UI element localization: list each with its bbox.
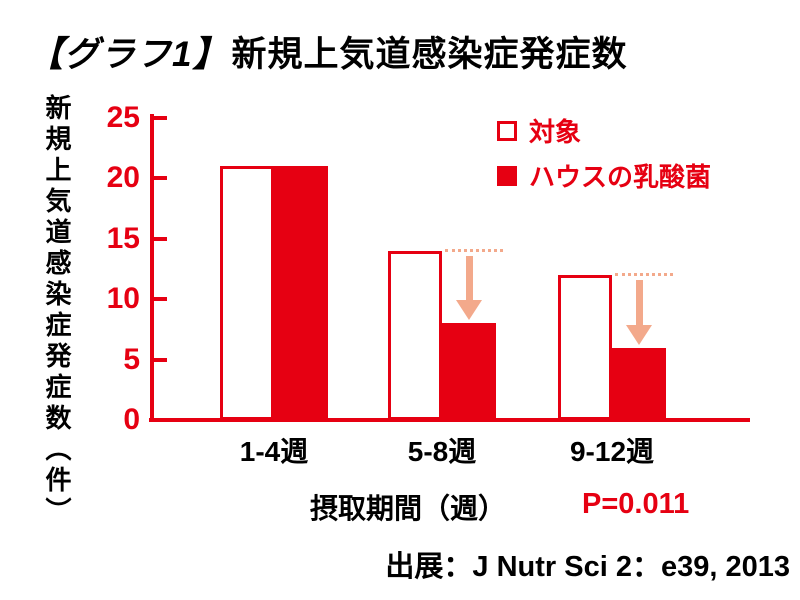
legend-label-control: 対象 [529, 117, 582, 147]
y-tick-label-20: 20 [106, 161, 140, 195]
decrease-arrow-shaft-1 [465, 255, 473, 301]
x-tick-label-1: 5-8週 [407, 436, 477, 467]
chart-title-main: 新規上気道感染症発症数 [231, 35, 628, 74]
y-axis-line [150, 114, 154, 422]
y-tick-20 [154, 176, 167, 181]
y-tick-5 [154, 357, 167, 362]
filled-square-swatch-icon [497, 165, 517, 186]
y-tick-label-5: 5 [123, 342, 140, 376]
y-tick-25 [154, 116, 167, 120]
bar-lactobacillus-0 [274, 166, 328, 420]
x-tick-label-0: 1-4週 [239, 436, 309, 467]
bar-control-1 [388, 250, 442, 420]
bar-control-0 [220, 166, 274, 420]
bar-lactobacillus-1 [442, 323, 496, 420]
chart-title: 【グラフ1】新規上気道感染症発症数 [28, 26, 627, 77]
chart-title-prefix: 【グラフ1】 [28, 35, 229, 74]
y-tick-15 [154, 236, 167, 241]
bar-control-2 [558, 275, 612, 420]
y-axis-label: 新規上気道感染症発症数（件） [42, 94, 72, 528]
y-tick-label-15: 15 [106, 221, 140, 255]
decrease-arrow-icon-1 [456, 300, 482, 321]
p-value-annotation: P=0.011 [582, 488, 690, 520]
y-tick-label-10: 10 [106, 282, 140, 316]
legend-label-lactobacillus: ハウスの乳酸菌 [529, 162, 712, 192]
x-axis-title: 摂取期間（週） [309, 493, 506, 524]
decrease-arrow-icon-2 [626, 324, 652, 345]
legend: 対象 ハウスの乳酸菌 [497, 112, 711, 202]
y-tick-label-25: 25 [106, 101, 140, 134]
bar-lactobacillus-2 [612, 347, 666, 420]
legend-item-lactobacillus: ハウスの乳酸菌 [497, 157, 711, 194]
x-tick-label-2: 9-12週 [569, 436, 655, 467]
legend-item-control: 対象 [497, 112, 711, 149]
y-tick-label-0: 0 [123, 403, 140, 436]
open-square-swatch-icon [497, 120, 517, 141]
y-tick-10 [154, 297, 167, 302]
source-citation: 出展：J Nutr Sci 2：e39, 2013 [385, 551, 790, 583]
x-axis-line [149, 418, 750, 422]
dotted-reference-line-1 [445, 248, 503, 252]
dotted-reference-line-2 [615, 273, 673, 277]
decrease-arrow-shaft-2 [635, 280, 643, 325]
